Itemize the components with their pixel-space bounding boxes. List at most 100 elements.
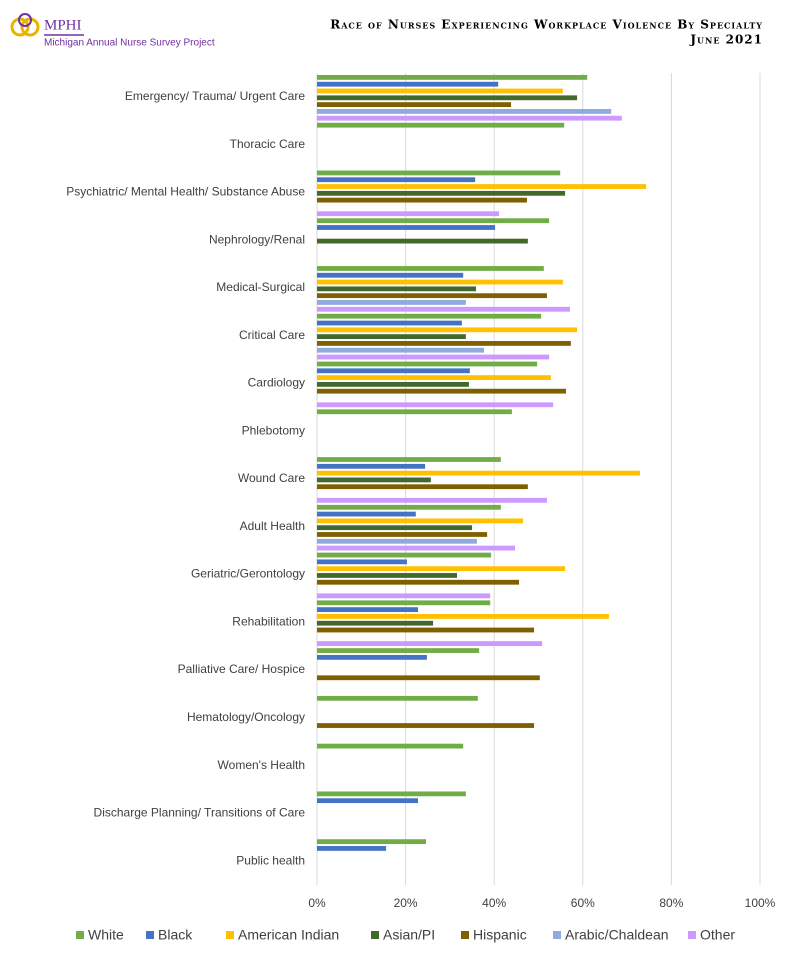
bar [317,695,478,701]
bar [317,532,488,537]
bar [317,552,492,558]
bar [317,477,431,483]
x-tick-label: 40% [482,896,506,910]
bar [317,593,491,599]
bar [317,409,512,415]
bar [317,484,528,490]
bar [317,75,588,80]
bar [317,286,477,292]
bar [317,197,527,203]
legend-label: Hispanic [473,927,527,943]
bar [317,641,543,647]
y-tick-label: Rehabilitation [232,614,305,628]
bar [317,463,426,469]
legend-swatch [226,931,234,939]
bar [317,402,554,408]
bar [317,354,550,360]
legend-swatch [553,931,561,939]
y-tick-label: Geriatric/Gerontology [191,567,305,581]
bar [317,272,464,278]
bar [317,184,647,189]
logo-caption: Michigan Annual Nurse Survey Project [44,38,215,49]
bar [317,381,469,387]
bar [317,620,434,626]
bar [317,579,520,585]
bar [317,559,407,565]
bar [317,225,496,230]
x-tick-label: 100% [745,896,776,910]
bar [317,614,609,619]
bar [317,839,426,845]
legend-label: Black [158,927,193,943]
bar [317,600,491,606]
bar [317,566,566,572]
y-tick-label: Medical-Surgical [216,280,305,294]
legend-swatch [688,931,696,939]
bar [317,95,578,101]
bar [317,846,387,851]
bar [317,190,566,196]
legend-label: Other [700,927,735,943]
bar [317,266,544,271]
bar [317,388,566,394]
bar [317,791,466,797]
bar [317,327,578,333]
bar [317,607,419,613]
chart-title: Race of Nurses Experiencing Workplace Vi… [330,18,763,32]
bar [317,648,480,653]
bar [317,525,473,531]
bar [317,798,419,804]
legend-swatch [76,931,84,939]
legend-swatch [146,931,154,939]
bar [317,654,427,660]
bar [317,518,523,524]
bar [317,81,499,87]
bar [317,300,466,305]
legend-label: Arabic/Chaldean [565,927,669,943]
bar [317,293,547,299]
y-tick-label: Emergency/ Trauma/ Urgent Care [125,89,305,103]
bar [317,218,550,224]
y-tick-label: Women's Health [218,758,305,772]
bar [317,177,476,183]
x-tick-label: 20% [394,896,418,910]
bar [317,347,485,353]
bar [317,341,571,346]
bar [317,115,622,121]
legend-label: Asian/PI [383,927,435,943]
y-tick-label: Wound Care [238,471,305,485]
y-tick-label: Palliative Care/ Hospice [178,662,306,676]
bar [317,122,565,128]
bar [317,306,570,312]
logo-name: MPHI [44,17,82,33]
bar [317,723,535,728]
bar [317,102,512,107]
y-tick-label: Psychiatric/ Mental Health/ Substance Ab… [66,185,305,199]
bar [317,504,501,510]
bar [317,238,528,244]
bar [317,320,462,326]
bar [317,313,542,319]
y-tick-label: Phlebotomy [242,423,305,437]
legend-swatch [461,931,469,939]
y-tick-label: Discharge Planning/ Transitions of Care [94,806,306,820]
y-tick-label: Cardiology [248,376,305,390]
bar [317,743,464,749]
x-tick-label: 0% [308,896,326,910]
bar [317,545,516,551]
bar [317,675,540,681]
bar [317,375,551,380]
logo: MPHI Michigan Annual Nurse Survey Projec… [10,13,215,49]
bar [317,109,612,114]
bar [317,457,501,462]
bar [317,334,466,340]
bar [317,279,563,285]
bar [317,538,477,544]
y-tick-label: Public health [236,853,305,867]
y-tick-label: Thoracic Care [230,137,306,151]
bar [317,497,547,503]
bar [317,627,535,633]
chart-subtitle: June 2021 [689,33,763,47]
y-tick-label: Hematology/Oncology [187,710,305,724]
